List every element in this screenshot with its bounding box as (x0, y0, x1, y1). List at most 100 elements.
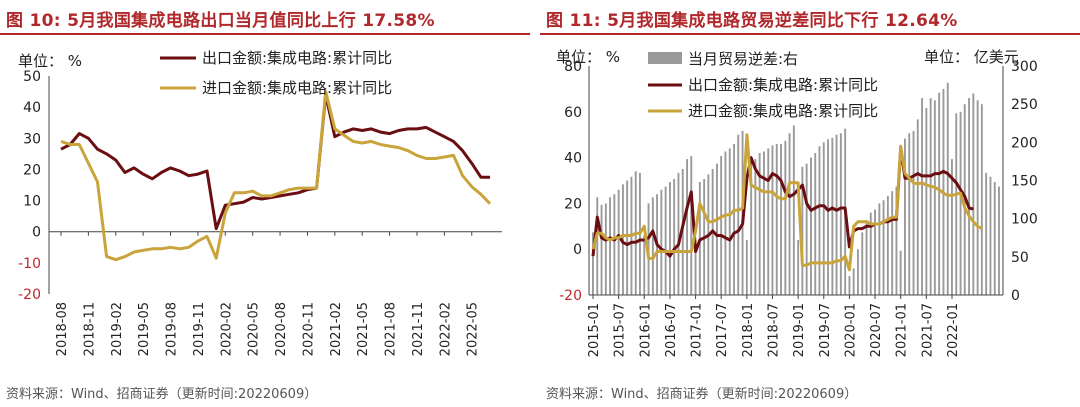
bar-trade-deficit (921, 98, 923, 295)
bar-trade-deficit (912, 130, 915, 295)
x-tick-label: 2016-07 (664, 303, 679, 357)
x-tick-label: 2016-01 (638, 303, 653, 357)
bar-trade-deficit (865, 220, 868, 295)
chart-panel-left: 图 10: 5月我国集成电路出口当月值同比上行 17.58% -20 -10 0 10… (0, 0, 530, 407)
bar-trade-deficit (831, 137, 834, 295)
y-tick-label: 20 (23, 162, 41, 178)
y-tick-label-left: 60 (564, 105, 582, 121)
bar-trade-deficit (959, 111, 962, 295)
bar-trade-deficit (882, 200, 885, 295)
bar-trade-deficit (998, 186, 1000, 295)
title-rule (540, 33, 1080, 35)
bar-trade-deficit (822, 142, 825, 295)
bar-trade-deficit (617, 189, 620, 295)
legend-label: 出口金额:集成电路:累计同比 (202, 49, 392, 67)
y-tick-label: 10 (23, 194, 41, 210)
x-tick-label: 2020-05 (247, 302, 262, 356)
bar-trade-deficit (720, 156, 723, 295)
bar-trade-deficit (976, 100, 979, 295)
chart-title: 图 10: 5月我国集成电路出口当月值同比上行 17.58% (6, 11, 435, 31)
x-tick-label: 2019-02 (110, 302, 125, 356)
unit-label: 单位： % (18, 52, 82, 70)
bar-trade-deficit (835, 134, 838, 295)
bar-trade-deficit (852, 268, 855, 295)
bar-trade-deficit (869, 212, 872, 295)
series-line-export (60, 93, 490, 231)
bar-trade-deficit (899, 250, 902, 295)
bar-trade-deficit (664, 186, 667, 295)
bar-trade-deficit (750, 163, 753, 295)
y-tick-label: -20 (18, 287, 41, 303)
bar-trade-deficit (972, 93, 975, 295)
legend-label: 出口金额:集成电路:累计同比 (688, 76, 878, 94)
bar-trade-deficit (690, 156, 693, 295)
x-tick-label: 2019-08 (165, 302, 180, 356)
y-tick-label: 40 (23, 100, 41, 116)
bar-trade-deficit (673, 179, 676, 295)
bar-trade-deficit (763, 151, 765, 295)
chart-source: 资料来源：Wind、招商证券（更新时间:20220609） (546, 387, 858, 402)
bar-trade-deficit (592, 232, 594, 295)
bar-trade-deficit (613, 194, 616, 295)
x-tick-label: 2021-05 (356, 302, 371, 356)
bar-trade-deficit (801, 166, 804, 295)
x-tick-label: 2020-02 (219, 302, 234, 356)
bar-trade-deficit (797, 240, 800, 295)
bar-trade-deficit (980, 104, 983, 295)
bar-trade-deficit (724, 151, 727, 295)
bar-trade-deficit (792, 125, 795, 295)
bar-trade-deficit (857, 249, 859, 295)
chart-title: 图 11: 5月我国集成电路贸易逆差同比下行 12.64% (546, 11, 958, 31)
y-tick-label-right: 200 (1011, 135, 1038, 151)
x-tick-label: 2018-07 (766, 303, 781, 357)
title-rule (0, 33, 530, 35)
bar-trade-deficit (728, 148, 731, 295)
y-tick-label-right: 150 (1011, 174, 1038, 190)
bar-trade-deficit (989, 176, 992, 295)
bar-trade-deficit (818, 146, 821, 295)
bar-trade-deficit (651, 197, 654, 295)
x-tick-label: 2017-01 (690, 303, 705, 357)
bar-trade-deficit (916, 119, 919, 296)
y-tick-label-right: 0 (1011, 288, 1020, 304)
x-tick-label: 2018-11 (82, 302, 97, 356)
bar-trade-deficit (754, 159, 757, 295)
y-tick-label-left: 0 (573, 242, 582, 258)
x-tick-label: 2019-11 (192, 302, 207, 356)
x-tick-label: 2022-02 (438, 302, 453, 356)
bar-trade-deficit (686, 159, 688, 295)
bar-trade-deficit (596, 197, 599, 295)
series-line-export (591, 146, 974, 258)
bar-trade-deficit (788, 133, 791, 295)
x-tick-label: 2019-05 (137, 302, 152, 356)
y-tick-label-left: 20 (564, 196, 582, 212)
bar-trade-deficit (968, 98, 970, 295)
bar-trade-deficit (737, 134, 740, 295)
bar-trade-deficit (861, 232, 864, 295)
bar-trade-deficit (929, 98, 932, 295)
bar-trade-deficit (955, 113, 958, 295)
bar-trade-deficit (805, 163, 808, 295)
y-tick-label-left: 80 (564, 59, 582, 75)
y-tick-label: -10 (18, 256, 41, 272)
legend-label: 进口金额:集成电路:累计同比 (202, 79, 392, 97)
bar-trade-deficit (938, 92, 941, 295)
bar-trade-deficit (643, 235, 646, 295)
y-tick-label: 50 (23, 69, 41, 85)
bar-trade-deficit (780, 143, 782, 295)
series-line-import (60, 90, 492, 262)
bar-trade-deficit (784, 140, 787, 295)
bar-trade-deficit (609, 197, 611, 295)
bar-trade-deficit (600, 204, 603, 295)
y-tick-label: 0 (32, 225, 41, 241)
x-tick-label: 2019-07 (818, 303, 833, 357)
bar-trade-deficit (985, 172, 988, 295)
bar-trade-deficit (848, 275, 851, 295)
bar-trade-deficit (810, 157, 812, 295)
x-tick-label: 2017-07 (715, 303, 730, 357)
legend-label: 当月贸易逆差:右 (688, 50, 798, 68)
bar-trade-deficit (660, 189, 663, 295)
bar-trade-deficit (827, 139, 829, 295)
bar-trade-deficit (814, 153, 817, 295)
x-tick-label: 2020-11 (301, 302, 316, 356)
